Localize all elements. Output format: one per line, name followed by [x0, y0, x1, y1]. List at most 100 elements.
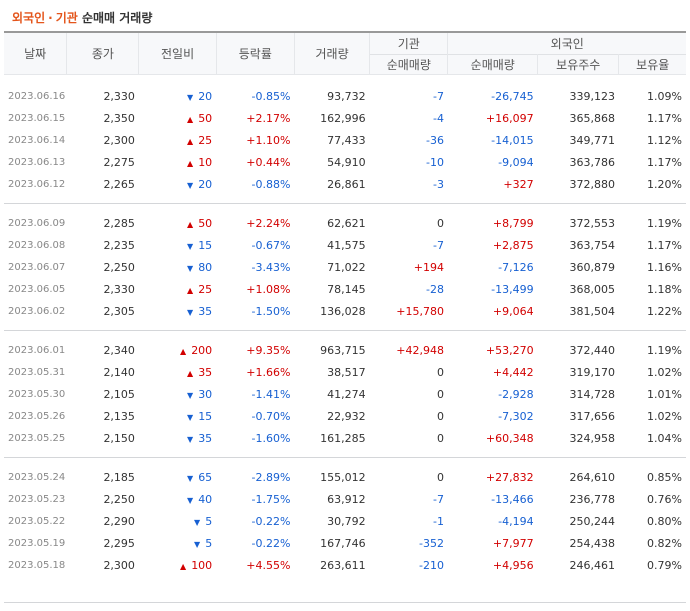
cell-change: ▼ 80	[139, 256, 216, 278]
cell-close: 2,150	[103, 431, 135, 445]
cell-close: 2,135	[103, 409, 135, 423]
cell-date: 2023.06.08	[8, 239, 66, 251]
cell-holdings: 339,123	[569, 89, 615, 103]
group-divider	[4, 330, 686, 331]
change-value: 50	[198, 216, 213, 230]
cell-holding-ratio: 1.09%	[647, 89, 682, 103]
header-foreign-net: 순매매량	[447, 54, 539, 75]
cell-foreign-net: +7,977	[492, 536, 534, 550]
cell-close: 2,250	[103, 492, 135, 506]
cell-date: 2023.06.02	[8, 305, 66, 317]
cell-inst-net: -7	[432, 238, 444, 252]
cell-date: 2023.06.09	[8, 217, 66, 229]
up-arrow-icon: ▲	[180, 561, 187, 571]
title-separator: ·	[48, 11, 53, 25]
cell-change: ▲ 25	[139, 129, 216, 151]
cell-inst-net: -1	[432, 514, 444, 528]
cell-holding-ratio: 0.85%	[647, 470, 682, 484]
up-arrow-icon: ▲	[180, 346, 187, 356]
cell-close: 2,330	[103, 89, 135, 103]
cell-volume: 26,861	[327, 177, 366, 191]
cell-volume: 30,792	[327, 514, 366, 528]
cell-holdings: 372,880	[569, 177, 615, 191]
cell-date: 2023.06.14	[8, 134, 66, 146]
cell-holdings: 319,170	[569, 365, 615, 379]
cell-foreign-net: +4,442	[492, 365, 534, 379]
cell-inst-net: -3	[432, 177, 444, 191]
cell-foreign-net: +327	[503, 177, 534, 191]
cell-change: ▲ 100	[139, 554, 216, 576]
cell-holding-ratio: 1.19%	[647, 343, 682, 357]
cell-change: ▲ 200	[139, 339, 216, 361]
cell-inst-net: -352	[418, 536, 444, 550]
table-row: 2023.06.14 2,300 ▲ 25 +1.10% 77,433 -36 -14,015…	[4, 129, 686, 151]
section-title: 외국인 · 기관 순매매 거래량	[12, 9, 152, 26]
up-arrow-icon: ▲	[187, 136, 194, 146]
change-value: 10	[198, 155, 213, 169]
change-value: 15	[198, 409, 213, 423]
cell-date: 2023.05.23	[8, 493, 66, 505]
change-value: 35	[198, 365, 213, 379]
cell-date: 2023.05.26	[8, 410, 66, 422]
cell-change: ▼ 20	[139, 85, 216, 107]
cell-holding-ratio: 0.82%	[647, 536, 682, 550]
cell-holdings: 324,958	[569, 431, 615, 445]
cell-close: 2,105	[103, 387, 135, 401]
cell-volume: 38,517	[327, 365, 366, 379]
cell-date: 2023.05.19	[8, 537, 66, 549]
cell-change: ▼ 40	[139, 488, 216, 510]
cell-holdings: 381,504	[569, 304, 615, 318]
header-change: 전일비	[138, 31, 217, 75]
cell-holdings: 317,656	[569, 409, 615, 423]
cell-rate: -1.41%	[251, 387, 291, 401]
cell-holdings: 372,440	[569, 343, 615, 357]
cell-date: 2023.06.12	[8, 178, 66, 190]
cell-close: 2,295	[103, 536, 135, 550]
cell-change: ▲ 35	[139, 361, 216, 383]
cell-rate: +4.55%	[246, 558, 291, 572]
cell-inst-net: -36	[425, 133, 444, 147]
cell-rate: -0.67%	[251, 238, 291, 252]
cell-date: 2023.05.18	[8, 559, 66, 571]
cell-inst-net: -28	[425, 282, 444, 296]
table-bottom-border	[4, 602, 686, 603]
table-row: 2023.05.23 2,250 ▼ 40 -1.75% 63,912 -7 -13,466 2…	[4, 488, 686, 510]
group-divider	[4, 203, 686, 204]
cell-change: ▼ 35	[139, 427, 216, 449]
cell-foreign-net: -26,745	[491, 89, 534, 103]
cell-holding-ratio: 1.18%	[647, 282, 682, 296]
cell-volume: 63,912	[327, 492, 366, 506]
table-row: 2023.05.19 2,295 ▼ 5 -0.22% 167,746 -352 +7,977…	[4, 532, 686, 554]
cell-holdings: 372,553	[569, 216, 615, 230]
cell-holding-ratio: 1.22%	[647, 304, 682, 318]
table-body: 2023.06.16 2,330 ▼ 20 -0.85% 93,732 -7 -26,745 3…	[4, 75, 686, 585]
table-row: 2023.05.30 2,105 ▼ 30 -1.41% 41,274 0 -2,928 314…	[4, 383, 686, 405]
change-value: 30	[198, 387, 213, 401]
cell-holdings: 349,771	[569, 133, 615, 147]
cell-rate: -0.85%	[251, 89, 291, 103]
trading-table: 날짜 종가 전일비 등락률 거래량 기관 외국인 순매매량 순매매량 보유주수 …	[4, 31, 686, 584]
cell-foreign-net: -13,466	[491, 492, 534, 506]
cell-close: 2,250	[103, 260, 135, 274]
cell-holding-ratio: 0.80%	[647, 514, 682, 528]
cell-holdings: 368,005	[569, 282, 615, 296]
down-arrow-icon: ▼	[194, 539, 201, 549]
cell-date: 2023.06.07	[8, 261, 66, 273]
change-value: 25	[198, 133, 213, 147]
table-row: 2023.06.08 2,235 ▼ 15 -0.67% 41,575 -7 +2,875 36…	[4, 234, 686, 256]
cell-holding-ratio: 1.20%	[647, 177, 682, 191]
cell-date: 2023.05.25	[8, 432, 66, 444]
cell-holding-ratio: 1.17%	[647, 155, 682, 169]
cell-holding-ratio: 1.17%	[647, 238, 682, 252]
cell-foreign-net: -14,015	[491, 133, 534, 147]
cell-volume: 54,910	[327, 155, 366, 169]
cell-date: 2023.05.30	[8, 388, 66, 400]
cell-foreign-net: +53,270	[485, 343, 534, 357]
header-volume: 거래량	[294, 31, 371, 75]
cell-foreign-net: +9,064	[492, 304, 534, 318]
cell-foreign-net: -7,126	[498, 260, 534, 274]
cell-close: 2,330	[103, 282, 135, 296]
up-arrow-icon: ▲	[187, 285, 194, 295]
cell-inst-net: 0	[436, 387, 444, 401]
down-arrow-icon: ▼	[187, 412, 194, 422]
